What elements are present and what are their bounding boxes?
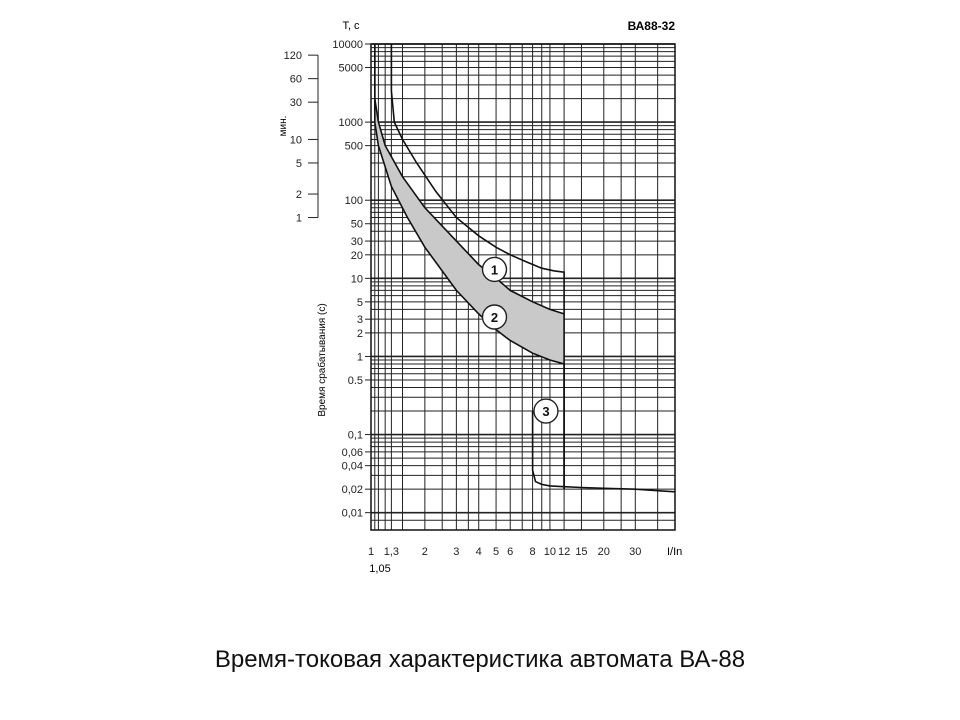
y-unit-label: T, c [342, 20, 360, 32]
series-curve-2 [374, 44, 565, 315]
y-tick-label: 0,04 [342, 461, 363, 473]
x-tick-label: 2 [422, 546, 428, 558]
y-tick-label: 500 [345, 141, 363, 153]
y-tick-label: 100 [345, 195, 363, 207]
y-tick-label: 5 [357, 297, 363, 309]
y-tick-label: 0,01 [342, 508, 363, 520]
chart-ticks: 1 1,3 2 3 4 5 6 8 10 12 15 20 3010000500010005001005… [284, 39, 642, 558]
chart-title: ВА88-32 [628, 19, 676, 33]
x-tick-label: 10 [544, 546, 556, 558]
time-current-chart: 1 1,3 2 3 4 5 6 8 10 12 15 20 3010000500010005001005… [278, 19, 682, 575]
x-tick-label: 5 [493, 546, 499, 558]
y-tick-label: 1000 [339, 117, 363, 129]
annotation-circle [481, 256, 508, 283]
minute-tick-label: 10 [290, 134, 302, 146]
tripping-band [374, 44, 565, 365]
y-tick-label: 10000 [332, 39, 363, 51]
tripping-band-fill [374, 44, 565, 365]
series-curve-1 [390, 44, 565, 490]
x-axis-label: I/In [667, 546, 682, 558]
y-tick-label: 1 [357, 351, 363, 363]
minutes-label: мин. [278, 116, 289, 137]
x-tick-label: 20 [598, 546, 610, 558]
minute-tick-label: 2 [296, 189, 302, 201]
series-curve-3 [374, 44, 565, 490]
x-tick-label: 8 [530, 546, 536, 558]
minute-tick-label: 1 [296, 213, 302, 225]
minute-tick-label: 5 [296, 158, 302, 170]
annotation-label: 2 [491, 310, 498, 325]
x-extra-label: 1,05 [369, 563, 390, 575]
y-tick-label: 30 [351, 236, 363, 248]
chart-labels: ВА88-32 T, c I/In 1,05 Время срабатывани… [278, 19, 682, 575]
x-tick-label: 12 [558, 546, 570, 558]
chart-grid [370, 43, 676, 531]
x-tick-label: 6 [507, 546, 513, 558]
y-tick-label: 10 [351, 273, 363, 285]
x-tick-label: 1 [368, 546, 374, 558]
minute-tick-label: 120 [284, 50, 302, 62]
series-curve-4 [531, 411, 676, 493]
minute-tick-label: 60 [290, 74, 302, 86]
y-tick-label: 0,02 [342, 484, 363, 496]
y-tick-label: 20 [351, 250, 363, 262]
y-tick-label: 0,06 [342, 447, 363, 459]
y-tick-label: 0,1 [348, 430, 363, 442]
minute-tick-label: 30 [290, 97, 302, 109]
x-tick-label: 1,3 [384, 546, 399, 558]
y-tick-label: 3 [357, 314, 363, 326]
annotation-circle [533, 398, 559, 424]
chart-series [374, 44, 676, 493]
x-tick-label: 4 [476, 546, 482, 558]
x-tick-label: 30 [629, 546, 641, 558]
annotation-label: 1 [491, 262, 498, 277]
slide-caption: Время-токовая характеристика автомата ВА… [214, 646, 746, 673]
y-axis-title: Время срабатывания (с) [316, 303, 328, 416]
plot-frame [370, 43, 676, 531]
y-tick-label: 50 [351, 219, 363, 231]
x-tick-label: 3 [453, 546, 459, 558]
annotation-circle [481, 304, 508, 330]
x-tick-label: 15 [575, 546, 587, 558]
y-tick-label: 2 [357, 328, 363, 340]
annotation-label: 3 [542, 404, 549, 419]
y-tick-label: 5000 [339, 63, 363, 75]
curve-annotations: 1 2 3 [481, 256, 559, 424]
y-tick-label: 0.5 [348, 375, 363, 387]
